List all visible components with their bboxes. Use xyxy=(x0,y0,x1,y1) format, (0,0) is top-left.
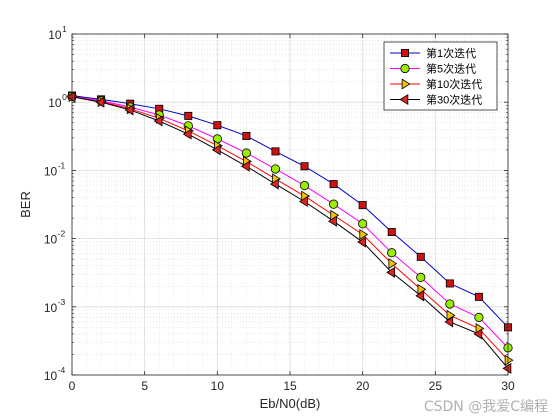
data-point xyxy=(240,160,250,172)
data-point xyxy=(211,144,221,156)
data-point xyxy=(445,299,455,309)
legend-item: 第1次迭代 xyxy=(390,46,476,60)
data-point xyxy=(66,91,76,103)
data-point xyxy=(95,96,105,108)
x-tick-label: 0 xyxy=(69,379,76,393)
legend-label: 第10次迭代 xyxy=(426,77,482,91)
data-point xyxy=(358,201,367,210)
data-point xyxy=(328,199,339,209)
x-tick-label: 10 xyxy=(211,379,225,393)
data-point xyxy=(329,180,338,189)
y-tick-label: 10 xyxy=(44,369,58,383)
y-tick-exponent: -3 xyxy=(58,297,66,307)
data-point xyxy=(446,309,456,321)
y-tick-exponent: -2 xyxy=(58,229,66,239)
data-point xyxy=(358,219,368,229)
data-point xyxy=(241,148,251,158)
data-point xyxy=(473,328,483,340)
legend-marker xyxy=(400,63,410,74)
legend-item: 第10次迭代 xyxy=(390,77,482,91)
data-point xyxy=(502,362,512,374)
data-point xyxy=(415,290,425,302)
x-tick-label: 15 xyxy=(283,379,297,393)
data-point xyxy=(445,279,454,288)
data-point xyxy=(387,248,397,258)
data-point xyxy=(474,292,483,301)
legend-marker xyxy=(400,49,409,58)
data-point xyxy=(444,316,454,328)
data-point xyxy=(270,164,281,174)
data-point xyxy=(298,195,308,208)
y-tick-label: 10 xyxy=(44,301,58,315)
data-point xyxy=(269,178,279,190)
x-tick-label: 20 xyxy=(356,379,370,393)
series-line xyxy=(71,96,509,361)
data-point xyxy=(416,272,426,282)
x-tick-label: 30 xyxy=(501,379,515,393)
y-tick-label: 10 xyxy=(48,96,62,110)
data-point xyxy=(242,131,251,140)
data-point xyxy=(328,215,337,227)
data-point xyxy=(386,266,396,278)
y-tick-label: 10 xyxy=(44,233,58,247)
axes xyxy=(71,33,509,376)
x-tick-label: 25 xyxy=(429,379,443,393)
data-point xyxy=(124,104,134,116)
series-line xyxy=(71,95,509,328)
data-point xyxy=(359,228,369,240)
series-4 xyxy=(66,91,512,374)
data-point xyxy=(357,236,366,248)
legend-item: 第5次迭代 xyxy=(390,62,476,76)
data-point xyxy=(300,162,309,171)
y-axis-label: BER xyxy=(18,191,33,218)
y-tick-exponent: -4 xyxy=(58,365,66,375)
data-point xyxy=(299,180,310,191)
data-point xyxy=(213,121,222,130)
data-point xyxy=(153,115,163,127)
series-layer xyxy=(66,91,514,374)
data-point xyxy=(416,252,425,261)
data-point xyxy=(184,111,193,120)
y-tick-exponent: 0 xyxy=(62,92,67,102)
legend-item: 第30次迭代 xyxy=(390,93,482,107)
data-point xyxy=(504,354,514,366)
y-tick-exponent: -1 xyxy=(58,160,66,170)
watermark: CSDN @我爱C编程 xyxy=(423,399,548,415)
series-line xyxy=(71,95,509,349)
y-tick-exponent: 1 xyxy=(62,24,67,34)
data-point xyxy=(271,147,280,156)
series-line xyxy=(71,96,509,369)
data-point xyxy=(182,128,192,140)
legend-label: 第30次迭代 xyxy=(426,93,482,107)
data-point xyxy=(474,312,484,322)
y-tick-label: 10 xyxy=(44,164,58,178)
x-axis-label: Eb/N0(dB) xyxy=(260,396,321,411)
series-1 xyxy=(68,91,512,332)
legend-label: 第5次迭代 xyxy=(426,62,476,76)
data-point xyxy=(387,227,396,236)
y-tick-label: 10 xyxy=(48,28,62,42)
x-tick-label: 5 xyxy=(141,379,148,393)
legend-marker xyxy=(399,93,409,106)
data-point xyxy=(388,258,398,270)
legend-marker xyxy=(401,78,411,90)
legend-label: 第1次迭代 xyxy=(426,46,476,60)
